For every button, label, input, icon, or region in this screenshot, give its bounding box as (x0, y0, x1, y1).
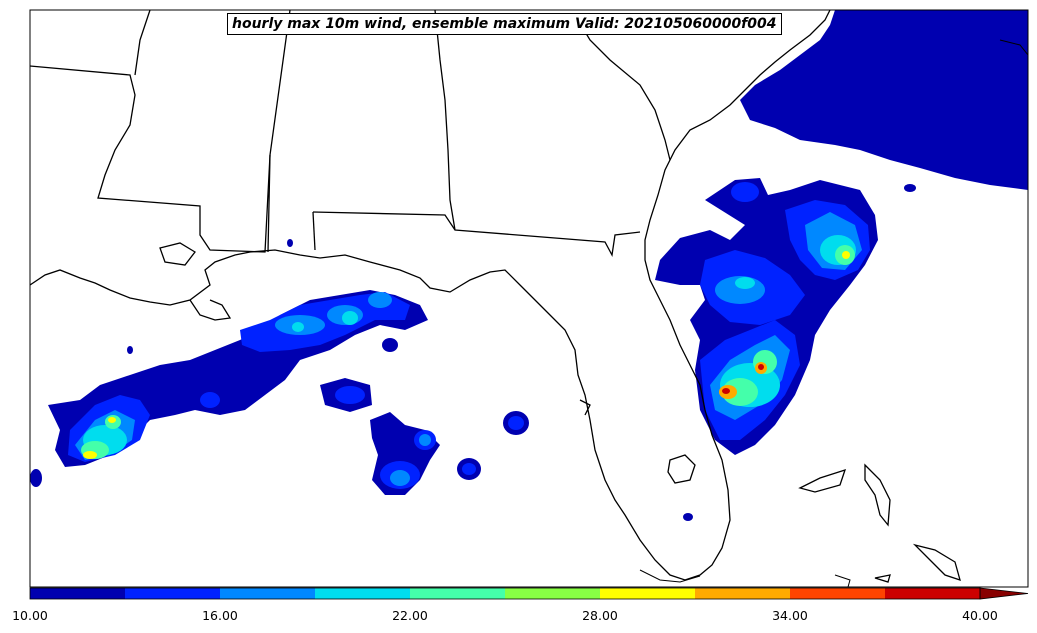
colorbar-tick-16: 16.00 (202, 608, 238, 623)
colorbar-tick-28: 28.00 (582, 608, 618, 623)
map-title: hourly max 10m wind, ensemble maximum Va… (227, 13, 782, 35)
map-border (29, 9, 1029, 588)
wind-region-atlantic (740, 10, 1028, 190)
colorbar-tick-40: 40.00 (962, 608, 998, 623)
colorbar-tick-34: 34.00 (772, 608, 808, 623)
wind-contours (30, 10, 1028, 521)
colorbar (29, 587, 1029, 600)
colorbar-tick-22: 22.00 (392, 608, 428, 623)
coastlines (30, 10, 961, 583)
colorbar-tick-10: 10.00 (12, 608, 48, 623)
